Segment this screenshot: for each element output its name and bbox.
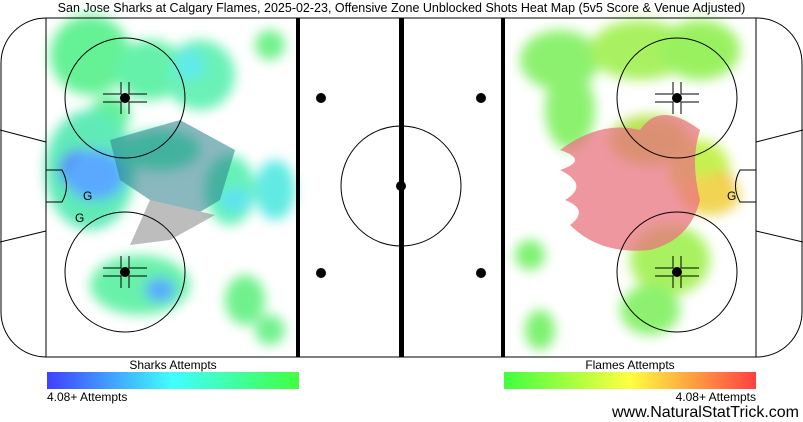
goal-marker: G xyxy=(83,189,92,203)
heat-blob xyxy=(65,150,125,200)
heat-blob xyxy=(145,278,175,302)
center-red-line xyxy=(399,18,404,357)
right-blue-line xyxy=(501,18,505,357)
heat-blob xyxy=(175,50,205,80)
heat-blob xyxy=(255,30,285,60)
sharks-legend-label: Sharks Attempts xyxy=(129,358,217,372)
faceoff-hash-marks xyxy=(655,82,699,114)
flames-legend-label: Flames Attempts xyxy=(585,358,675,372)
goal-marker: G xyxy=(75,211,84,225)
sharks-logo xyxy=(110,120,235,245)
right-crease xyxy=(735,169,756,203)
heat-blob xyxy=(255,160,295,220)
flames-scale-label: 4.08+ Attempts xyxy=(675,390,756,404)
heat-blob xyxy=(525,310,555,350)
chart-title: San Jose Sharks at Calgary Flames, 2025-… xyxy=(57,1,746,15)
sharks-color-scale xyxy=(47,372,299,389)
heat-blob xyxy=(545,70,595,150)
faceoff-hash-marks xyxy=(655,256,699,288)
heat-blob xyxy=(660,20,740,80)
faceoff-hash-marks xyxy=(103,256,147,288)
flames-logo xyxy=(560,115,700,251)
flames-color-scale xyxy=(504,372,756,389)
faceoff-hash-marks xyxy=(103,82,147,114)
watermark: www.NaturalStatTrick.com xyxy=(612,404,799,421)
heat-blob xyxy=(220,188,250,212)
heat-blob xyxy=(255,315,285,345)
heat-blob xyxy=(225,275,265,325)
left-blue-line xyxy=(296,18,300,357)
heat-blob xyxy=(515,240,545,270)
sharks-scale-label: 4.08+ Attempts xyxy=(47,390,128,404)
heat-blob xyxy=(590,20,690,80)
heat-blob xyxy=(50,15,130,95)
left-crease xyxy=(46,169,67,203)
goal-marker: G xyxy=(727,189,736,203)
heat-blob xyxy=(620,285,680,335)
